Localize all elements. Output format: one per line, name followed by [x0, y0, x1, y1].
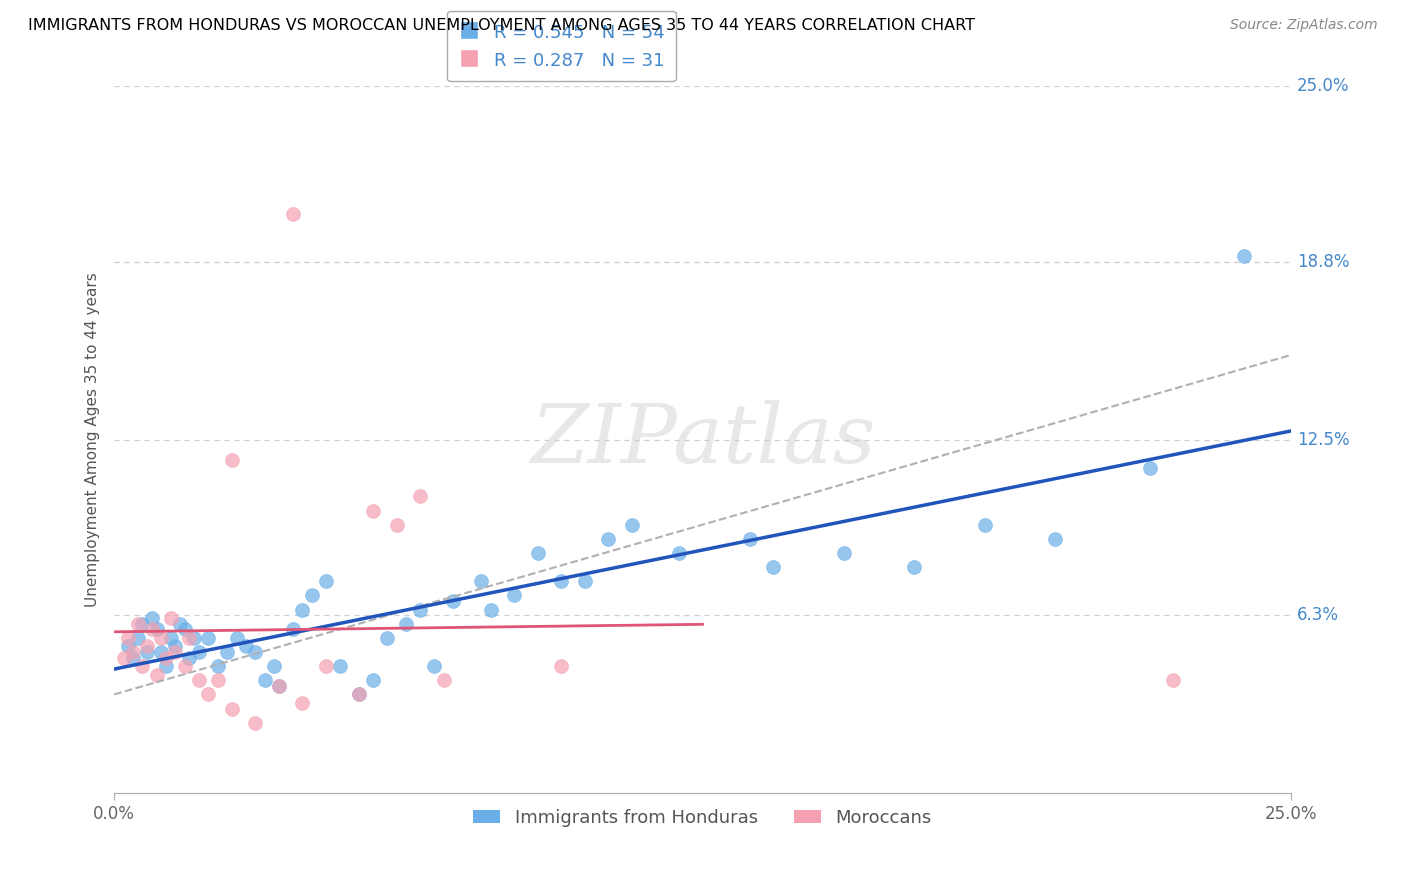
- Point: [267, 679, 290, 693]
- Point: [141, 623, 163, 637]
- Text: ZIPatlas: ZIPatlas: [530, 400, 875, 480]
- Point: [245, 645, 267, 659]
- Point: [291, 696, 314, 710]
- Point: [281, 623, 304, 637]
- Point: [221, 452, 243, 467]
- Point: [235, 640, 257, 654]
- Point: [221, 701, 243, 715]
- Point: [165, 640, 187, 654]
- Point: [145, 667, 167, 681]
- Point: [187, 673, 209, 688]
- Text: Source: ZipAtlas.com: Source: ZipAtlas.com: [1230, 18, 1378, 32]
- Point: [197, 631, 219, 645]
- Point: [385, 517, 408, 532]
- Point: [217, 645, 239, 659]
- Point: [281, 207, 304, 221]
- Text: 18.8%: 18.8%: [1296, 252, 1350, 271]
- Point: [225, 631, 247, 645]
- Point: [145, 623, 167, 637]
- Point: [127, 616, 149, 631]
- Point: [423, 659, 446, 673]
- Point: [150, 645, 173, 659]
- Point: [179, 650, 201, 665]
- Point: [131, 616, 153, 631]
- Text: 12.5%: 12.5%: [1296, 431, 1350, 449]
- Point: [141, 611, 163, 625]
- Point: [301, 589, 323, 603]
- Point: [832, 546, 855, 560]
- Point: [169, 616, 191, 631]
- Point: [122, 645, 145, 659]
- Point: [179, 631, 201, 645]
- Point: [668, 546, 690, 560]
- Point: [207, 659, 229, 673]
- Point: [159, 611, 181, 625]
- Point: [361, 673, 384, 688]
- Point: [361, 503, 384, 517]
- Point: [173, 659, 195, 673]
- Text: IMMIGRANTS FROM HONDURAS VS MOROCCAN UNEMPLOYMENT AMONG AGES 35 TO 44 YEARS CORR: IMMIGRANTS FROM HONDURAS VS MOROCCAN UNE…: [28, 18, 976, 33]
- Point: [150, 631, 173, 645]
- Point: [409, 490, 432, 504]
- Point: [409, 602, 432, 616]
- Point: [973, 517, 995, 532]
- Point: [738, 532, 761, 546]
- Point: [127, 631, 149, 645]
- Point: [165, 645, 187, 659]
- Point: [117, 640, 139, 654]
- Point: [122, 650, 145, 665]
- Point: [329, 659, 352, 673]
- Point: [903, 560, 925, 574]
- Point: [375, 631, 398, 645]
- Y-axis label: Unemployment Among Ages 35 to 44 years: Unemployment Among Ages 35 to 44 years: [86, 273, 100, 607]
- Point: [187, 645, 209, 659]
- Point: [550, 659, 572, 673]
- Point: [1161, 673, 1184, 688]
- Point: [470, 574, 492, 589]
- Point: [620, 517, 643, 532]
- Point: [173, 623, 195, 637]
- Point: [197, 687, 219, 701]
- Point: [1139, 461, 1161, 475]
- Point: [131, 659, 153, 673]
- Point: [267, 679, 290, 693]
- Legend: Immigrants from Honduras, Moroccans: Immigrants from Honduras, Moroccans: [465, 801, 939, 834]
- Text: 6.3%: 6.3%: [1296, 607, 1339, 624]
- Point: [245, 715, 267, 730]
- Point: [159, 631, 181, 645]
- Point: [315, 574, 337, 589]
- Point: [441, 594, 464, 608]
- Point: [1233, 249, 1256, 263]
- Point: [155, 650, 177, 665]
- Point: [315, 659, 337, 673]
- Point: [550, 574, 572, 589]
- Point: [479, 602, 502, 616]
- Point: [433, 673, 456, 688]
- Point: [347, 687, 370, 701]
- Point: [395, 616, 418, 631]
- Point: [526, 546, 548, 560]
- Point: [347, 687, 370, 701]
- Point: [117, 631, 139, 645]
- Point: [112, 650, 135, 665]
- Point: [762, 560, 785, 574]
- Point: [574, 574, 596, 589]
- Text: 25.0%: 25.0%: [1296, 78, 1350, 95]
- Point: [136, 645, 159, 659]
- Point: [253, 673, 276, 688]
- Point: [291, 602, 314, 616]
- Point: [155, 659, 177, 673]
- Point: [207, 673, 229, 688]
- Point: [263, 659, 285, 673]
- Point: [1045, 532, 1067, 546]
- Point: [183, 631, 205, 645]
- Point: [136, 640, 159, 654]
- Point: [598, 532, 620, 546]
- Point: [503, 589, 526, 603]
